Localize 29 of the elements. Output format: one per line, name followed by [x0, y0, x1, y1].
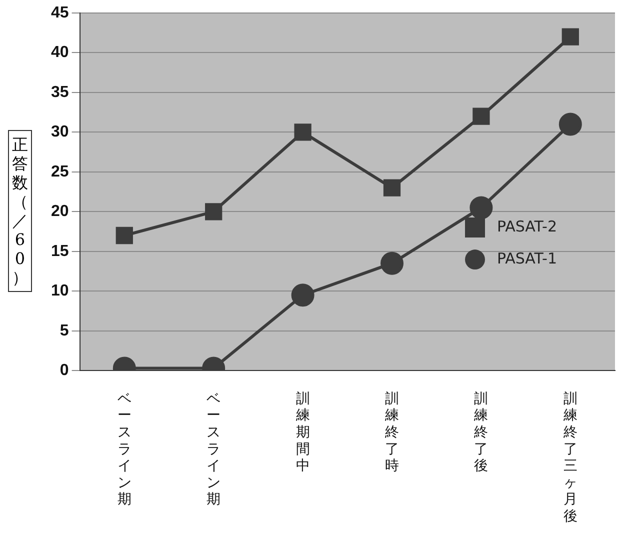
x-tick-label: 訓練終了時 [384, 390, 399, 474]
y-tick-label: 45 [51, 4, 69, 22]
legend-label: PASAT-1 [497, 249, 557, 268]
x-tick-label: ベースライン期 [117, 390, 132, 507]
y-tick-label: 35 [51, 84, 69, 101]
y-tick-label: 10 [51, 282, 69, 300]
point [380, 252, 404, 275]
x-tick-label: ベースライン期 [206, 390, 221, 507]
point [558, 112, 582, 136]
point [291, 284, 314, 307]
x-tick-label: 訓練終了三ヶ月後 [562, 390, 578, 524]
y-tick-label: 30 [51, 124, 69, 141]
y-axis-title: 正答数（／60） [12, 135, 28, 287]
y-tick-label: 0 [60, 362, 69, 380]
x-tick-label: 訓練期間中 [294, 390, 310, 474]
y-tick-label: 15 [51, 242, 69, 260]
point [205, 203, 222, 220]
point [383, 179, 401, 196]
x-tick-label: 訓練終了後 [473, 390, 488, 474]
point [116, 226, 133, 244]
y-tick-label: 25 [51, 163, 69, 180]
y-tick-label: 40 [51, 44, 69, 62]
y-tick-label: 20 [51, 203, 69, 220]
point [562, 28, 579, 46]
point [472, 108, 490, 125]
y-tick-label: 5 [60, 322, 69, 340]
point [470, 196, 493, 220]
point [294, 124, 312, 141]
legend-label: PASAT-2 [497, 217, 557, 236]
